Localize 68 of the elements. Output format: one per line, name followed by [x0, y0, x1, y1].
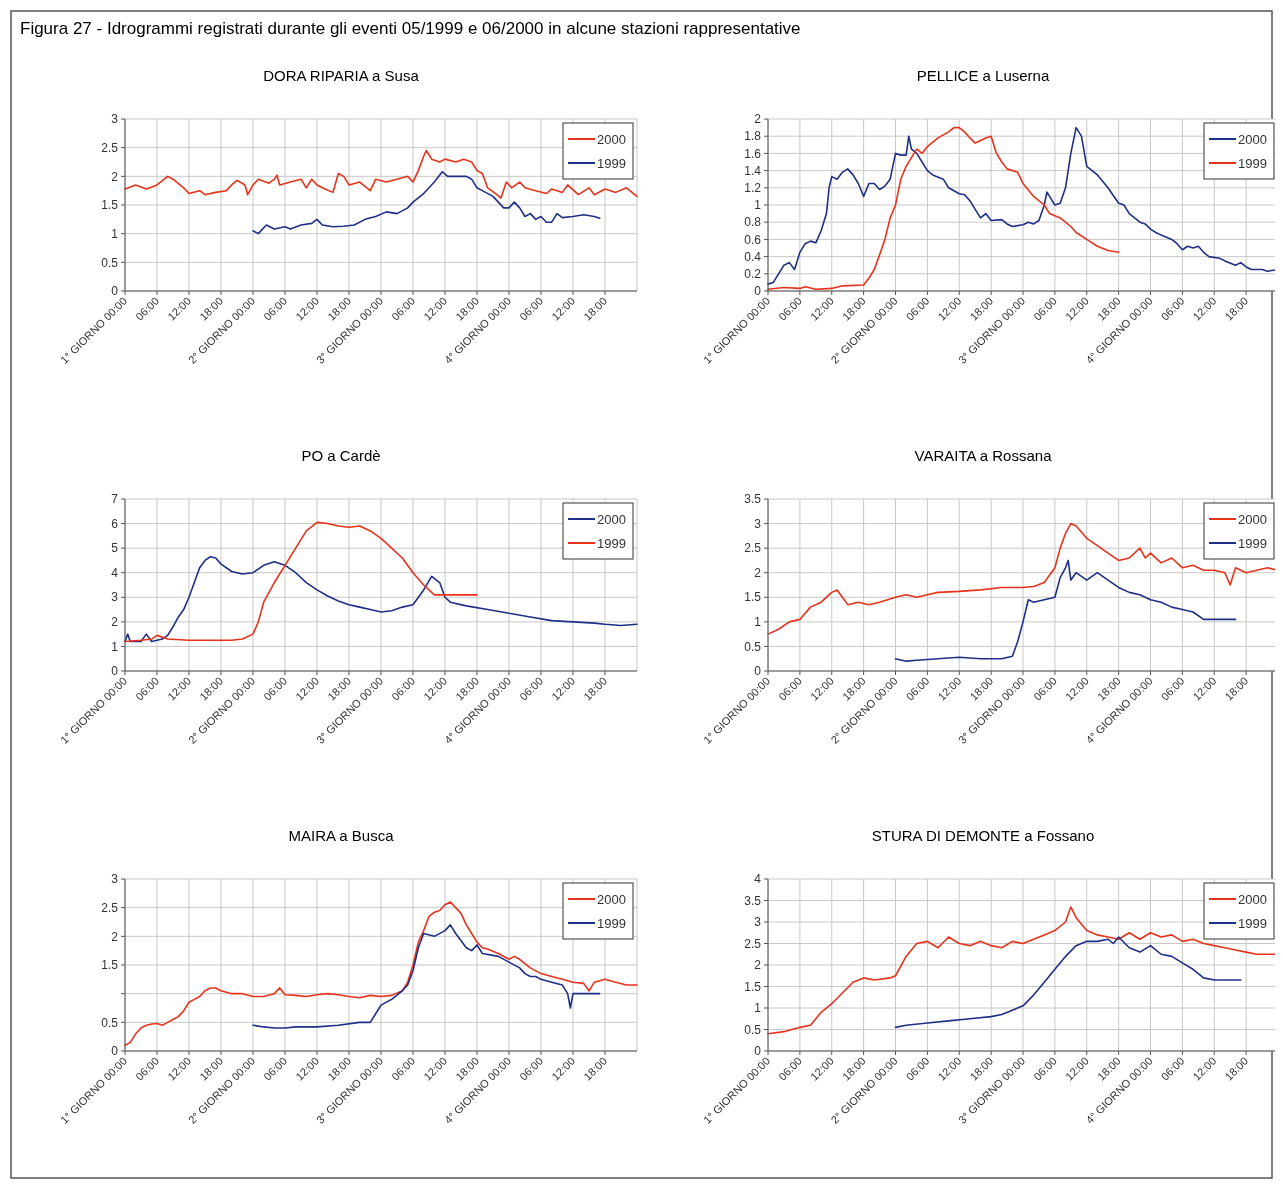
y-tick-label: 3: [754, 915, 762, 930]
y-tick-label: 4: [754, 872, 762, 887]
y-tick-label: 3: [111, 590, 119, 605]
y-tick-label: 4: [111, 565, 119, 580]
y-tick-label: 3.5: [744, 492, 762, 507]
y-tick-label: 0: [754, 284, 762, 299]
y-tick-label: 2: [754, 958, 762, 973]
y-tick-label: 2: [754, 112, 762, 127]
y-tick-label: 1: [754, 198, 762, 213]
y-tick-label: 0: [111, 284, 119, 299]
chart-title: VARAITA a Rossana: [914, 447, 1053, 464]
y-tick-label: 1.5: [744, 590, 762, 605]
y-tick-label: 6: [111, 516, 119, 531]
legend-label: 1999: [1238, 915, 1267, 931]
legend-label: 1999: [1238, 155, 1267, 171]
legend-label: 1999: [1238, 535, 1267, 551]
y-tick-label: 0.2: [744, 267, 762, 281]
text: Figura 27 - Idrogrammi registrati durante gli eventi 05/1999 e 06/2000 in alcune stazioni rappresentative: [20, 19, 801, 38]
chart-title: DORA RIPARIA a Susa: [263, 67, 420, 84]
y-tick-label: 3: [754, 516, 762, 531]
y-tick-label: 1: [111, 639, 119, 654]
y-tick-label: 0.5: [744, 1022, 762, 1037]
y-tick-label: 3.5: [744, 893, 762, 908]
y-tick-label: 0.5: [744, 639, 762, 654]
y-tick-label: 0.5: [101, 255, 119, 270]
y-tick-label: 2: [111, 169, 119, 184]
y-tick-label: 2: [111, 615, 119, 630]
chart-title: STURA DI DEMONTE a Fossano: [871, 827, 1095, 844]
y-tick-label: 0: [754, 1044, 762, 1059]
legend-label: 2000: [1238, 891, 1267, 907]
y-tick-label: 0.5: [101, 1015, 119, 1030]
y-tick-label: 1: [111, 226, 119, 241]
y-tick-label: 1.5: [101, 198, 119, 213]
y-tick-label: 2.5: [744, 936, 762, 951]
legend-label: 2000: [597, 131, 626, 147]
chart-title: PO a Cardè: [301, 447, 381, 464]
y-tick-label: 3: [111, 872, 119, 887]
y-tick-label: 0.4: [744, 249, 762, 264]
y-tick-label: 2.5: [101, 900, 119, 915]
y-tick-label: 0: [111, 1044, 119, 1059]
y-tick-label: 1.4: [744, 163, 762, 178]
legend-label: 1999: [597, 915, 626, 931]
y-tick-label: 1.5: [744, 979, 762, 994]
y-tick-label: 0: [111, 664, 119, 679]
y-tick-label: 1: [754, 615, 762, 630]
y-tick-label: 7: [111, 492, 119, 507]
chart-title: MAIRA a Busca: [288, 827, 395, 844]
y-tick-label: 1.2: [744, 181, 762, 195]
y-tick-label: 1: [754, 1001, 762, 1016]
y-tick-label: 2.5: [744, 541, 762, 556]
legend-label: 1999: [597, 155, 626, 171]
legend-label: 2000: [1238, 511, 1267, 527]
y-tick-label: 1.6: [744, 146, 762, 161]
y-tick-label: 0.6: [744, 232, 762, 247]
y-tick-label: 2.5: [101, 140, 119, 155]
y-tick-label: 1.5: [101, 958, 119, 973]
y-tick-label: 3: [111, 112, 119, 127]
legend-label: 2000: [597, 891, 626, 907]
legend-label: 1999: [597, 535, 626, 551]
y-tick-label: 2: [754, 565, 762, 580]
legend-label: 2000: [1238, 131, 1267, 147]
chart-title: PELLICE a Luserna: [916, 67, 1050, 84]
y-tick-label: 5: [111, 541, 119, 556]
y-tick-label: 2: [111, 929, 119, 944]
y-tick-label: 0: [754, 664, 762, 679]
y-tick-label: 0.8: [744, 215, 762, 230]
y-tick-label: 1.8: [744, 129, 762, 144]
legend-label: 2000: [597, 511, 626, 527]
